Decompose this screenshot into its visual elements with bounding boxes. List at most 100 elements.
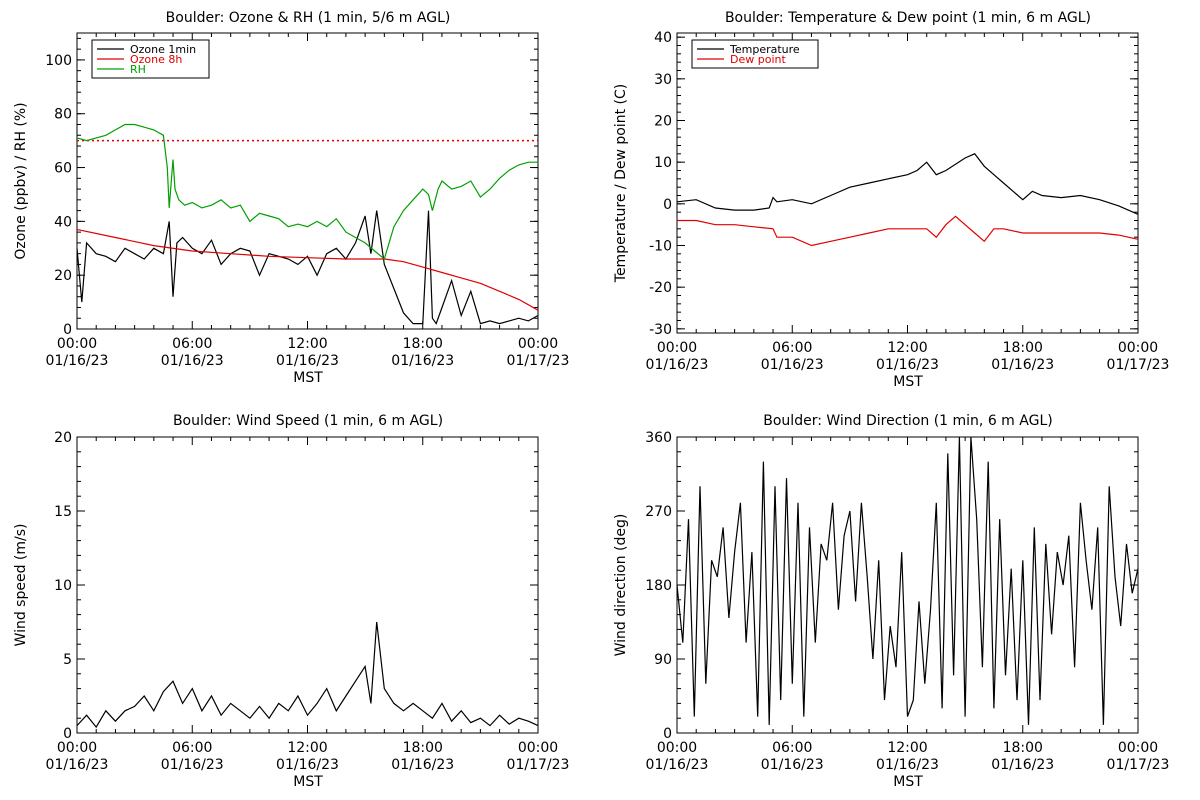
y-tick-label: 270 <box>645 504 672 520</box>
series-line-temperature <box>676 153 1139 215</box>
y-axis: -30 -20 -10 0 10 20 30 40 <box>649 30 1138 338</box>
x-tick-time: 06:00 <box>172 740 212 756</box>
y-tick-label: 10 <box>654 155 672 171</box>
x-tick-time: 00:00 <box>1118 340 1158 356</box>
plot-frame <box>76 436 539 734</box>
chart-title: Boulder: Wind Speed (1 min, 6 m AGL) <box>173 413 443 429</box>
x-tick-date: 01/16/23 <box>276 757 339 773</box>
legend-entry: Temperature <box>729 43 800 56</box>
x-tick-time: 12:00 <box>287 740 327 756</box>
x-tick-date: 01/16/23 <box>761 357 824 373</box>
x-tick-date: 01/16/23 <box>991 357 1054 373</box>
x-tick-time: 12:00 <box>287 336 327 352</box>
x-tick-time: 06:00 <box>172 336 212 352</box>
x-tick-date: 01/17/23 <box>507 353 570 369</box>
x-tick-date: 01/17/23 <box>507 757 570 773</box>
y-axis: 0 90 180 270 360 <box>645 430 1138 742</box>
series-line-rh <box>76 123 538 261</box>
legend-entry: Dew point <box>730 53 786 66</box>
x-axis-label: MST <box>293 774 323 790</box>
plot-frame <box>676 436 1139 734</box>
x-tick-time: 18:00 <box>1003 740 1043 756</box>
plot-frame <box>676 32 1139 334</box>
y-tick-label: 5 <box>63 652 72 668</box>
legend-entry: RH <box>130 63 146 76</box>
x-axis: 00:0001/16/2306:0001/16/2312:0001/16/231… <box>46 33 570 369</box>
series-line-ozone-1min <box>76 210 539 325</box>
series-line-data <box>676 436 1139 725</box>
chart-panel-4: Boulder: Wind Direction (1 min, 6 m AGL)… <box>613 413 1169 790</box>
y-tick-label: 15 <box>54 504 72 520</box>
y-axis-label: Temperature / Dew point (C) <box>613 84 629 283</box>
chart-title: Boulder: Wind Direction (1 min, 6 m AGL) <box>763 413 1052 429</box>
legend-entry: Ozone 1min <box>130 43 196 56</box>
x-tick-date: 01/17/23 <box>1107 357 1170 373</box>
x-axis-label: MST <box>893 374 923 390</box>
x-tick-date: 01/16/23 <box>876 357 939 373</box>
x-axis: 00:0001/16/2306:0001/16/2312:0001/16/231… <box>646 33 1170 373</box>
y-tick-label: 20 <box>54 430 72 446</box>
y-tick-label: 40 <box>654 30 672 46</box>
x-tick-time: 00:00 <box>518 336 558 352</box>
x-tick-time: 18:00 <box>403 740 443 756</box>
y-axis-label: Wind speed (m/s) <box>13 524 29 647</box>
y-tick-label: 60 <box>54 161 72 177</box>
x-tick-time: 06:00 <box>772 340 812 356</box>
x-axis: 00:0001/16/2306:0001/16/2312:0001/16/231… <box>646 437 1170 773</box>
x-tick-date: 01/16/23 <box>276 353 339 369</box>
y-tick-label: -10 <box>649 239 672 255</box>
x-tick-time: 00:00 <box>657 340 697 356</box>
x-tick-time: 00:00 <box>57 336 97 352</box>
x-tick-date: 01/16/23 <box>391 353 454 369</box>
chart-panel-3: Boulder: Wind Speed (1 min, 6 m AGL) 0 5 10… <box>13 413 569 790</box>
x-tick-date: 01/16/23 <box>876 757 939 773</box>
y-tick-label: 20 <box>654 114 672 130</box>
series-line-data <box>76 621 539 729</box>
x-tick-time: 18:00 <box>1003 340 1043 356</box>
y-axis: 0 5 10 15 20 <box>54 430 538 742</box>
x-axis: 00:0001/16/2306:0001/16/2312:0001/16/231… <box>46 437 570 773</box>
x-tick-date: 01/16/23 <box>391 757 454 773</box>
y-axis: 0 20 40 60 80 100 <box>45 37 538 338</box>
chart-panel-2: Boulder: Temperature & Dew point (1 min,… <box>613 10 1169 390</box>
y-tick-label: 10 <box>54 578 72 594</box>
y-tick-label: 30 <box>654 72 672 88</box>
x-tick-date: 01/16/23 <box>646 757 709 773</box>
y-tick-label: 0 <box>63 726 72 742</box>
x-tick-time: 00:00 <box>1118 740 1158 756</box>
chart-panel-1: Boulder: Ozone & RH (1 min, 5/6 m AGL) 0 2… <box>13 10 569 386</box>
y-tick-label: 0 <box>663 726 672 742</box>
y-tick-label: 40 <box>54 214 72 230</box>
y-tick-label: 100 <box>45 53 72 69</box>
y-tick-label: 180 <box>645 578 672 594</box>
chart-title: Boulder: Temperature & Dew point (1 min,… <box>725 10 1091 26</box>
y-axis-label: Wind direction (deg) <box>613 514 629 657</box>
x-tick-time: 06:00 <box>772 740 812 756</box>
x-tick-date: 01/16/23 <box>46 353 109 369</box>
y-tick-label: 0 <box>63 322 72 338</box>
x-tick-time: 18:00 <box>403 336 443 352</box>
x-tick-time: 00:00 <box>657 740 697 756</box>
y-tick-label: 20 <box>54 268 72 284</box>
series-line-ozone-8h <box>76 228 539 311</box>
y-tick-label: -30 <box>649 322 672 338</box>
x-tick-date: 01/16/23 <box>761 757 824 773</box>
legend-box <box>691 39 819 69</box>
x-tick-date: 01/17/23 <box>1107 757 1170 773</box>
x-axis-label: MST <box>893 774 923 790</box>
y-tick-label: -20 <box>649 280 672 296</box>
y-axis-label: Ozone (ppbv) / RH (%) <box>13 102 29 259</box>
x-tick-time: 00:00 <box>57 740 97 756</box>
y-tick-label: 90 <box>654 652 672 668</box>
x-tick-time: 00:00 <box>518 740 558 756</box>
y-tick-label: 0 <box>663 197 672 213</box>
x-tick-date: 01/16/23 <box>646 357 709 373</box>
x-tick-time: 12:00 <box>887 740 927 756</box>
x-tick-date: 01/16/23 <box>161 757 224 773</box>
x-tick-date: 01/16/23 <box>161 353 224 369</box>
y-tick-label: 80 <box>54 107 72 123</box>
x-tick-time: 12:00 <box>887 340 927 356</box>
